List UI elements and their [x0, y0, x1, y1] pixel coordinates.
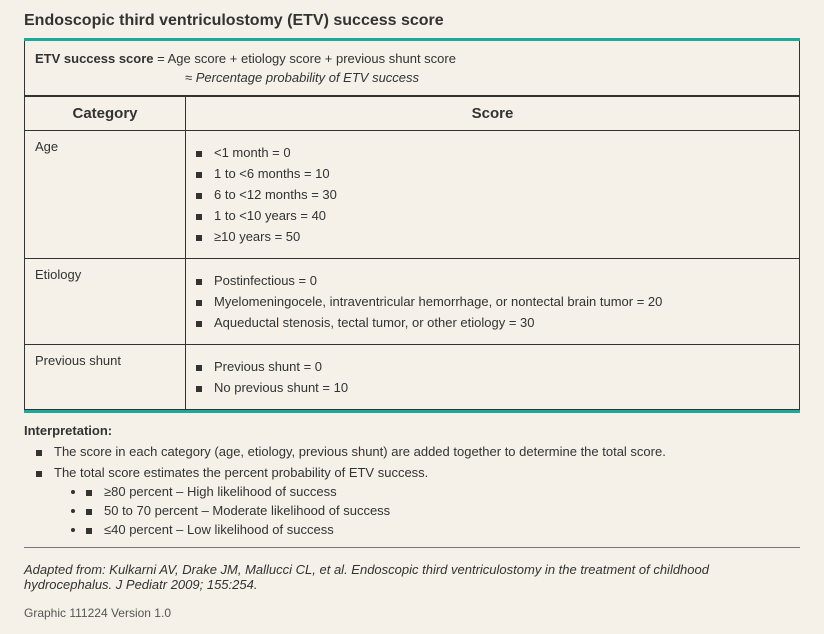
cell-scores: Postinfectious = 0 Myelomeningocele, int…	[186, 259, 800, 345]
formula-line-2: ≈ Percentage probability of ETV success	[35, 70, 789, 85]
cell-scores: <1 month = 0 1 to <6 months = 10 6 to <1…	[186, 131, 800, 259]
col-header-score: Score	[186, 97, 800, 131]
interp-sub: 50 to 70 percent – Moderate likelihood o…	[86, 503, 800, 518]
table-row: Age <1 month = 0 1 to <6 months = 10 6 t…	[25, 131, 800, 259]
score-item: ≥10 years = 50	[196, 229, 789, 244]
score-item: No previous shunt = 10	[196, 380, 789, 395]
interp-point-text: The total score estimates the percent pr…	[54, 465, 428, 480]
interpretation-label: Interpretation:	[24, 423, 800, 438]
rule-thin	[24, 547, 800, 548]
score-item: Myelomeningocele, intraventricular hemor…	[196, 294, 789, 309]
score-table: Category Score Age <1 month = 0 1 to <6 …	[24, 96, 800, 410]
citation: Adapted from: Kulkarni AV, Drake JM, Mal…	[24, 562, 800, 592]
interpretation-section: Interpretation: The score in each catego…	[24, 423, 800, 537]
cell-category: Age	[25, 131, 186, 259]
interp-sub: ≤40 percent – Low likelihood of success	[86, 522, 800, 537]
cell-scores: Previous shunt = 0 No previous shunt = 1…	[186, 345, 800, 410]
score-item: 1 to <10 years = 40	[196, 208, 789, 223]
formula-box: ETV success score = Age score + etiology…	[24, 41, 800, 96]
formula-line-1: ETV success score = Age score + etiology…	[35, 51, 789, 66]
formula-eq: = Age score + etiology score + previous …	[154, 51, 456, 66]
cell-category: Previous shunt	[25, 345, 186, 410]
score-item: 1 to <6 months = 10	[196, 166, 789, 181]
score-item: Aqueductal stenosis, tectal tumor, or ot…	[196, 315, 789, 330]
formula-label: ETV success score	[35, 51, 154, 66]
score-item: Previous shunt = 0	[196, 359, 789, 374]
score-item: Postinfectious = 0	[196, 273, 789, 288]
cell-category: Etiology	[25, 259, 186, 345]
interp-sub: ≥80 percent – High likelihood of success	[86, 484, 800, 499]
graphic-version: Graphic 111224 Version 1.0	[24, 606, 800, 620]
rule-teal-bottom	[24, 410, 800, 413]
table-row: Etiology Postinfectious = 0 Myelomeningo…	[25, 259, 800, 345]
score-item: <1 month = 0	[196, 145, 789, 160]
col-header-category: Category	[25, 97, 186, 131]
page-title: Endoscopic third ventriculostomy (ETV) s…	[24, 12, 800, 30]
interp-point: The total score estimates the percent pr…	[36, 465, 800, 537]
document-root: Endoscopic third ventriculostomy (ETV) s…	[0, 0, 824, 632]
interp-point: The score in each category (age, etiolog…	[36, 444, 800, 459]
table-row: Previous shunt Previous shunt = 0 No pre…	[25, 345, 800, 410]
score-item: 6 to <12 months = 30	[196, 187, 789, 202]
